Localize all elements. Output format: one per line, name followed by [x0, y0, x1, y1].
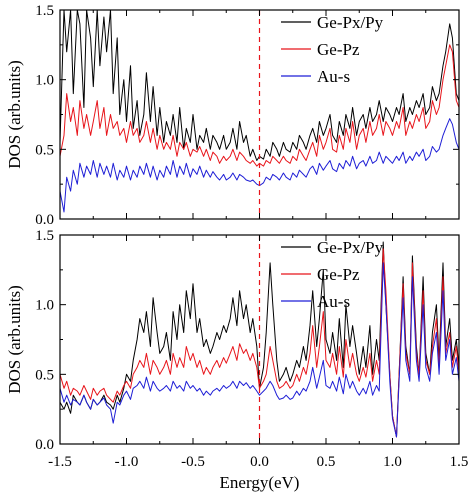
- x-axis-title: Energy(eV): [220, 473, 300, 492]
- bottom-x-tick-label: 1.5: [450, 454, 469, 470]
- bottom-legend-label-1: Ge-Pz: [317, 265, 360, 284]
- top-y-tick-label: 1.5: [35, 3, 54, 19]
- top-y-tick-label: 1.0: [35, 73, 54, 89]
- top-y-axis-title: DOS (arb.units): [5, 60, 24, 169]
- bottom-y-axis-title: DOS (arb.units): [5, 285, 24, 394]
- top-legend-label-1: Ge-Pz: [317, 40, 360, 59]
- top-plot-area: [60, 10, 459, 219]
- bottom-ticks: -1.5 -1.0 -0.5 0.0 0.5 1.0 1.5 0.0 0.5 1.0 1.5: [35, 228, 468, 470]
- bottom-y-tick-label: 0.5: [35, 367, 54, 383]
- top-panel: 0.00.51.01.5 DOS (arb.units) Ge-Px/PyGe-…: [5, 3, 460, 228]
- bottom-x-tick-label: 0.5: [317, 454, 336, 470]
- bottom-y-tick-label: 1.5: [35, 228, 54, 244]
- bottom-series-line-2: [60, 262, 459, 438]
- bottom-legend-label-2: Au-s: [317, 292, 350, 311]
- top-ticks: 0.0 0.5 1.0 1.5: [35, 3, 460, 228]
- bottom-x-tick-label: 1.0: [383, 454, 402, 470]
- top-legend-label-0: Ge-Px/Py: [317, 13, 384, 32]
- top-legend: Ge-Px/Py Ge-Pz Au-s: [281, 13, 384, 86]
- bottom-panel: -1.5 -1.0 -0.5 0.0 0.5 1.0 1.5 0.0 0.5 1.0 1.5 DOS…: [5, 228, 468, 492]
- bottom-x-tick-label: -1.0: [115, 454, 139, 470]
- bottom-x-tick-label: -0.5: [181, 454, 205, 470]
- bottom-legend: Ge-Px/Py Ge-Pz Au-s: [281, 238, 384, 311]
- bottom-x-tick-label: -1.5: [48, 454, 72, 470]
- bottom-y-tick-label: 1.0: [35, 298, 54, 314]
- top-legend-label-2: Au-s: [317, 67, 350, 86]
- top-y-tick-label: 0.0: [35, 212, 54, 228]
- bottom-plot-area: [60, 235, 459, 444]
- bottom-legend-label-0: Ge-Px/Py: [317, 238, 384, 257]
- top-y-tick-label: 0.5: [35, 142, 54, 158]
- bottom-x-tick-label: 0.0: [250, 454, 269, 470]
- bottom-y-tick-label: 0.0: [35, 437, 54, 453]
